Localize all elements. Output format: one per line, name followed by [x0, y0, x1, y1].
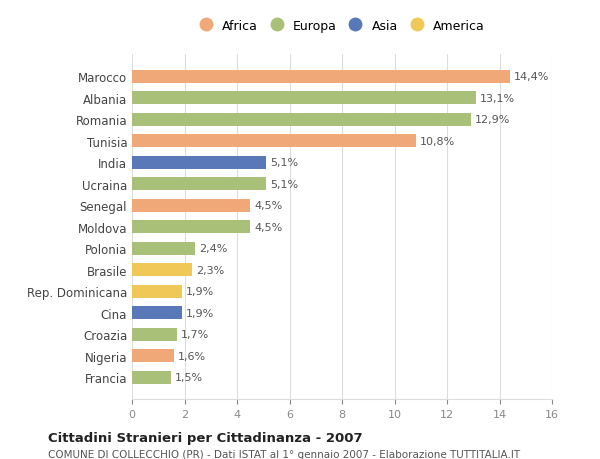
Text: 1,9%: 1,9%	[186, 308, 214, 318]
Text: 10,8%: 10,8%	[419, 136, 455, 146]
Bar	[132, 135, 415, 148]
Text: COMUNE DI COLLECCHIO (PR) - Dati ISTAT al 1° gennaio 2007 - Elaborazione TUTTITA: COMUNE DI COLLECCHIO (PR) - Dati ISTAT a…	[48, 449, 520, 459]
Bar	[132, 285, 182, 298]
Text: 2,4%: 2,4%	[199, 244, 227, 254]
Bar	[132, 113, 470, 127]
Legend: Africa, Europa, Asia, America: Africa, Europa, Asia, America	[196, 17, 488, 37]
Bar	[132, 263, 193, 276]
Bar	[132, 157, 266, 169]
Bar	[132, 349, 174, 362]
Bar	[132, 178, 266, 191]
Text: 14,4%: 14,4%	[514, 72, 550, 82]
Text: 5,1%: 5,1%	[270, 179, 298, 189]
Text: 1,6%: 1,6%	[178, 351, 206, 361]
Bar	[132, 92, 476, 105]
Text: 4,5%: 4,5%	[254, 222, 283, 232]
Bar	[132, 242, 195, 255]
Text: Cittadini Stranieri per Cittadinanza - 2007: Cittadini Stranieri per Cittadinanza - 2…	[48, 431, 362, 444]
Text: 5,1%: 5,1%	[270, 158, 298, 168]
Text: 1,7%: 1,7%	[181, 330, 209, 339]
Text: 12,9%: 12,9%	[475, 115, 510, 125]
Bar	[132, 307, 182, 319]
Bar	[132, 221, 250, 234]
Text: 13,1%: 13,1%	[480, 94, 515, 104]
Bar	[132, 71, 510, 84]
Bar	[132, 328, 176, 341]
Bar	[132, 199, 250, 212]
Bar	[132, 371, 172, 384]
Text: 1,5%: 1,5%	[175, 372, 203, 382]
Text: 2,3%: 2,3%	[196, 265, 224, 275]
Text: 1,9%: 1,9%	[186, 286, 214, 297]
Text: 4,5%: 4,5%	[254, 201, 283, 211]
